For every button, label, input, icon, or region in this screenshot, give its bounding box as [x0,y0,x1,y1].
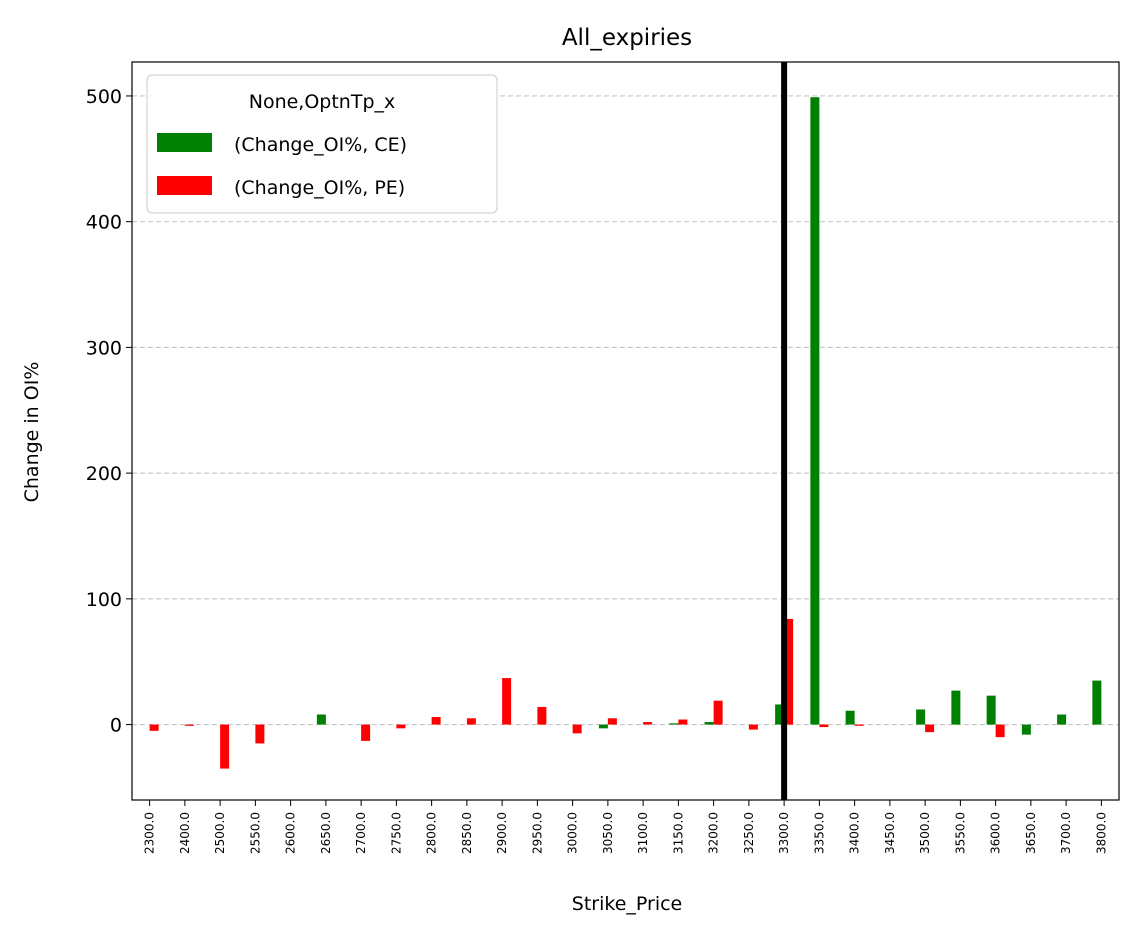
x-tick-label: 2900.0 [495,812,509,854]
bar-ce [775,704,785,725]
x-tick-label: 3500.0 [918,812,932,854]
chart-title: All_expiries [562,25,692,51]
bar-ce [598,724,608,729]
y-tick-label: 400 [86,212,122,234]
bar-ce [1021,724,1031,735]
x-tick-label: 3050.0 [601,812,615,854]
bar-pe [431,717,441,725]
legend-label-ce: (Change_OI%, CE) [234,134,407,156]
bar-pe [572,724,582,734]
bar-ce [704,722,714,725]
y-tick-label: 500 [86,86,122,108]
bar-pe [255,724,265,744]
bar-pe [184,724,194,726]
y-axis-label: Change in OI% [21,362,43,503]
legend-box [146,74,498,214]
bar-ce [669,723,679,725]
x-tick-label: 2850.0 [460,812,474,854]
x-tick-label: 3100.0 [636,812,650,854]
x-tick-label: 2800.0 [425,812,439,854]
bar-pe [220,724,230,769]
x-tick-label: 3350.0 [812,812,826,854]
legend-title: None,OptnTp_x [249,91,396,113]
x-tick-label: 2300.0 [143,812,157,854]
bar-ce [951,690,961,725]
bar-pe [678,719,688,725]
x-tick-label: 3150.0 [671,812,685,854]
bar-pe [607,718,617,725]
legend-swatch-ce [157,133,212,152]
x-tick-label: 3200.0 [707,812,721,854]
bar-pe [819,724,829,728]
bar-pe [466,718,476,725]
legend-swatch-pe [157,176,212,195]
bar-pe [925,724,935,733]
bar-pe [361,724,371,741]
bar-pe [537,706,547,725]
bar-ce [986,695,996,725]
bar-pe [396,724,406,729]
x-tick-label: 2950.0 [530,812,544,854]
x-tick-label: 3550.0 [953,812,967,854]
x-tick-label: 2400.0 [178,812,192,854]
x-tick-label: 3800.0 [1094,812,1108,854]
plot-frame [131,61,1120,801]
x-tick-label: 3300.0 [777,812,791,854]
bar-pe [643,722,653,725]
x-tick-label: 3400.0 [848,812,862,854]
bar-ce [916,709,926,725]
x-axis: 2300.0 2400.0 2500.0 2550.0 2600.0 2650.0 2700… [143,800,1108,854]
y-tick-label: 200 [86,463,122,485]
y-tick-label: 100 [86,589,122,611]
y-tick-label: 0 [110,715,122,737]
legend: None,OptnTp_x (Change_OI%, CE) (Change_O… [146,74,498,214]
bar-ce [810,97,820,725]
x-tick-label: 3600.0 [989,812,1003,854]
bar-pe [784,618,794,725]
bar-pe [502,678,512,725]
x-tick-label: 2750.0 [389,812,403,854]
bar-pe [854,724,864,726]
x-tick-label: 3700.0 [1059,812,1073,854]
bar-ce [1092,680,1102,725]
bar-pe [748,724,758,730]
x-axis-label: Strike_Price [572,893,682,915]
y-axis: 0 100 200 300 400 500 [86,86,132,737]
x-tick-label: 3650.0 [1024,812,1038,854]
bars [149,97,1102,769]
x-tick-label: 2700.0 [354,812,368,854]
bar-pe [149,724,159,731]
x-tick-label: 2550.0 [248,812,262,854]
x-tick-label: 3450.0 [883,812,897,854]
bar-ce [845,710,855,725]
bar-ce [1057,714,1067,725]
y-tick-label: 300 [86,337,122,359]
x-tick-label: 2500.0 [213,812,227,854]
bar-ce [316,714,326,725]
bar-pe [713,700,723,725]
x-tick-label: 3000.0 [566,812,580,854]
x-tick-label: 2600.0 [284,812,298,854]
legend-label-pe: (Change_OI%, PE) [234,177,405,199]
x-tick-label: 3250.0 [742,812,756,854]
bar-pe [995,724,1005,738]
x-tick-label: 2650.0 [319,812,333,854]
